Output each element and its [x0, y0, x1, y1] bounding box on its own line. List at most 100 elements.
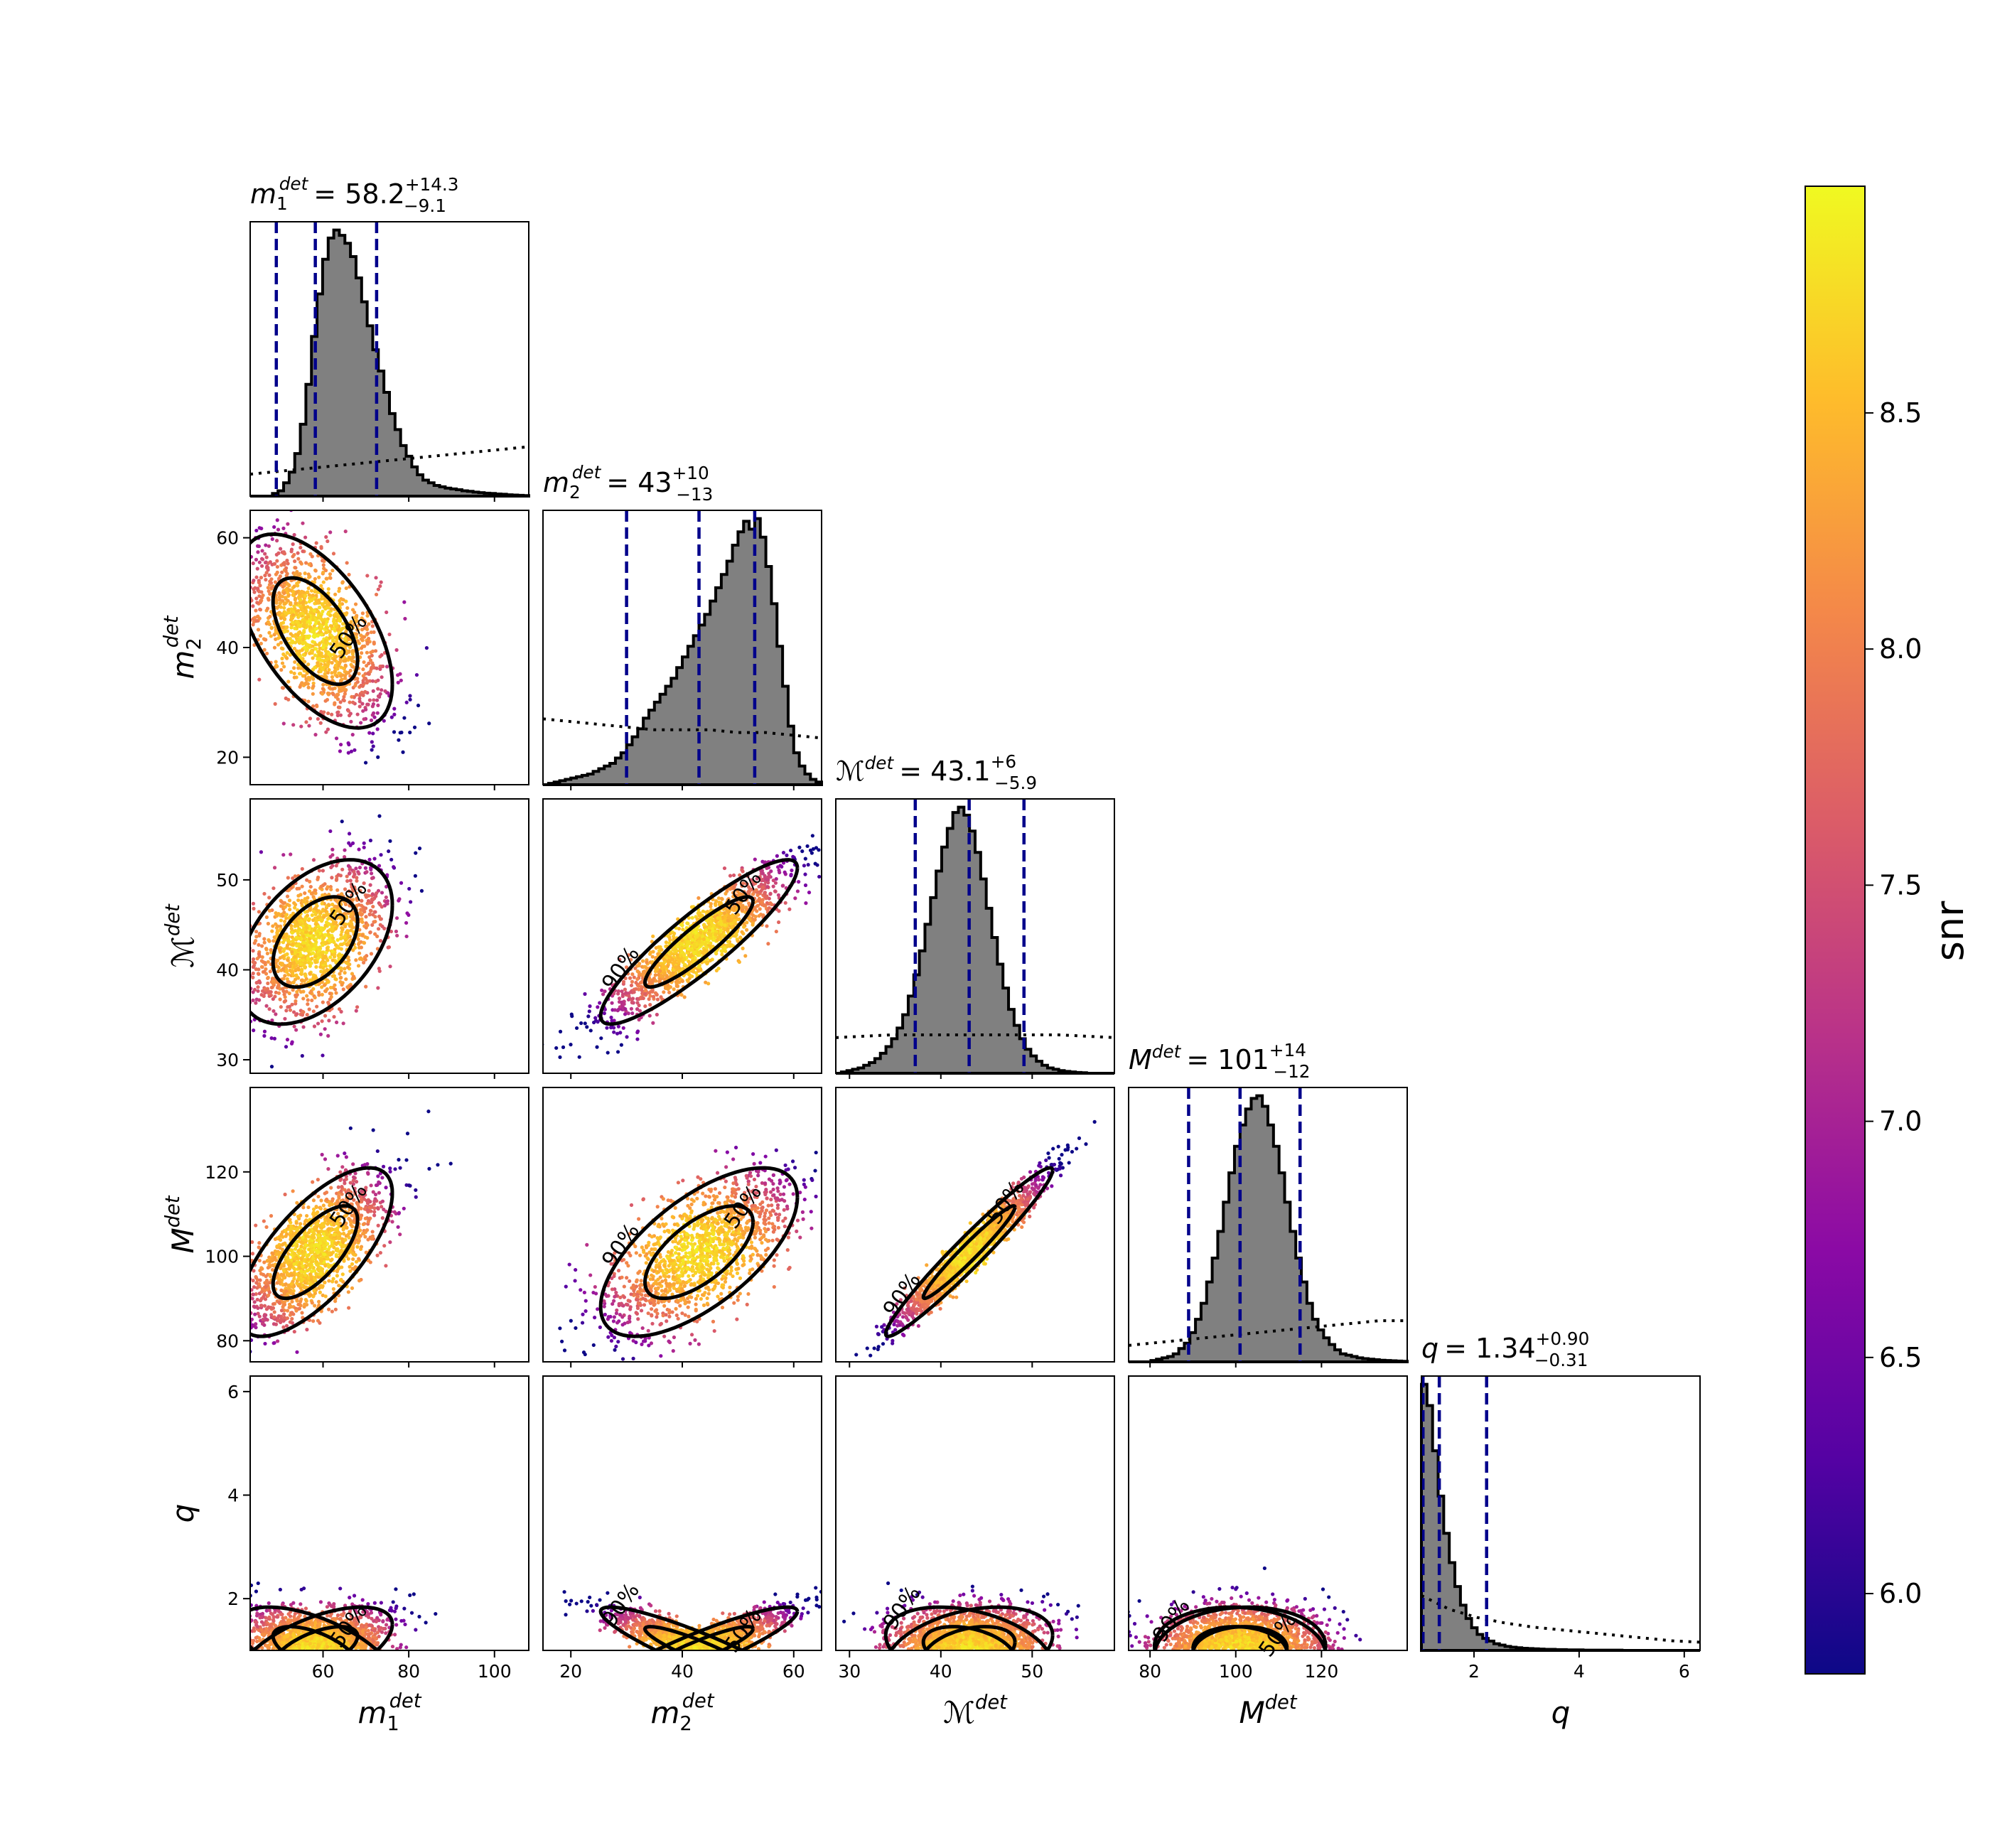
scatter-point: [701, 937, 706, 941]
scatter-point: [368, 838, 373, 843]
scatter-point: [327, 667, 331, 672]
scatter-point: [373, 910, 377, 914]
scatter-point: [765, 885, 770, 889]
scatter-point: [304, 1213, 309, 1218]
scatter-point: [360, 917, 364, 921]
scatter-point: [292, 965, 296, 969]
scatter-point: [224, 1019, 227, 1022]
scatter-point: [305, 994, 309, 998]
scatter-point: [286, 958, 290, 962]
title-plus: +14.3: [405, 174, 459, 195]
title-symbol: ℳ: [836, 756, 865, 787]
scatter-point: [281, 652, 286, 657]
scatter-point: [304, 977, 308, 981]
scatter-point: [369, 908, 373, 913]
scatter-point: [306, 662, 311, 667]
scatter-point: [275, 606, 279, 610]
scatter-point: [298, 958, 302, 962]
scatter-point: [271, 939, 276, 943]
scatter-point: [260, 549, 264, 553]
scatter-point: [349, 719, 353, 724]
scatter-point: [239, 611, 242, 615]
scatter-point: [334, 991, 338, 995]
scatter-point: [763, 903, 768, 908]
scatter-point: [283, 905, 287, 909]
scatter-point: [321, 609, 325, 613]
title-subscript: 1: [276, 193, 288, 214]
scatter-point: [785, 853, 789, 857]
scatter-point: [343, 1181, 347, 1186]
scatter-point: [336, 1185, 340, 1189]
scatter-point: [252, 587, 256, 591]
title-symbol: M: [1129, 1044, 1152, 1075]
scatter-point: [789, 874, 793, 878]
scatter-point: [354, 866, 358, 871]
scatter-point: [337, 689, 342, 694]
scatter-point: [793, 896, 797, 901]
scatter-point: [688, 973, 692, 978]
scatter-point: [588, 1004, 592, 1009]
scatter-point: [632, 975, 636, 979]
scatter-point: [294, 590, 298, 594]
scatter-point: [310, 554, 314, 559]
scatter-point: [329, 865, 333, 869]
scatter-point: [758, 907, 762, 911]
scatter-point: [338, 874, 343, 878]
scatter-point: [630, 979, 635, 984]
scatter-point: [267, 544, 271, 548]
scatter-point: [731, 891, 736, 895]
scatter-point: [239, 983, 242, 987]
scatter-point: [612, 992, 616, 996]
scatter-point: [236, 989, 240, 993]
scatter-point: [285, 625, 289, 630]
scatter-point: [250, 1288, 254, 1292]
scatter-point: [235, 583, 238, 586]
scatter-point: [666, 934, 670, 938]
scatter-point: [355, 632, 359, 636]
scatter-point: [728, 922, 733, 926]
scatter-point: [692, 969, 696, 974]
scatter-point: [298, 920, 302, 925]
scatter-point: [321, 580, 326, 584]
scatter-point: [316, 609, 321, 613]
scatter-point: [577, 1055, 581, 1059]
scatter-point: [338, 749, 343, 753]
scatter-point: [247, 993, 250, 996]
scatter-point: [283, 974, 287, 978]
scatter-point: [371, 711, 376, 715]
scatter-point: [777, 868, 781, 872]
scatter-point: [643, 1004, 647, 1009]
scatter-point: [357, 942, 361, 946]
title-symbol: m: [543, 467, 569, 498]
scatter-point: [330, 936, 335, 940]
scatter-point: [281, 1235, 285, 1239]
panel-background: [1421, 1376, 1700, 1650]
scatter-point: [364, 707, 368, 711]
scatter-point: [332, 1014, 336, 1019]
scatter-point: [642, 965, 647, 969]
scatter-point: [290, 957, 294, 962]
scatter-point: [314, 976, 318, 980]
scatter-point: [350, 733, 355, 737]
scatter-point: [307, 908, 312, 912]
scatter-point: [335, 710, 340, 715]
scatter-point: [237, 625, 240, 629]
contour-90%: [250, 858, 394, 1026]
scatter-point: [343, 625, 348, 630]
scatter-point: [266, 921, 270, 926]
scatter-point: [360, 690, 364, 694]
scatter-point: [299, 969, 304, 974]
scatter-point: [283, 601, 287, 606]
scatter-point: [236, 563, 240, 566]
scatter-point: [324, 534, 328, 539]
scatter-point: [281, 686, 285, 690]
scatter-point: [245, 961, 249, 965]
scatter-point: [375, 698, 380, 702]
scatter-point: [301, 900, 306, 904]
scatter-point: [332, 974, 337, 978]
scatter-point: [281, 967, 286, 971]
scatter-point: [308, 651, 312, 655]
scatter-point: [222, 608, 225, 612]
scatter-point: [368, 883, 372, 887]
scatter-point: [760, 871, 765, 876]
